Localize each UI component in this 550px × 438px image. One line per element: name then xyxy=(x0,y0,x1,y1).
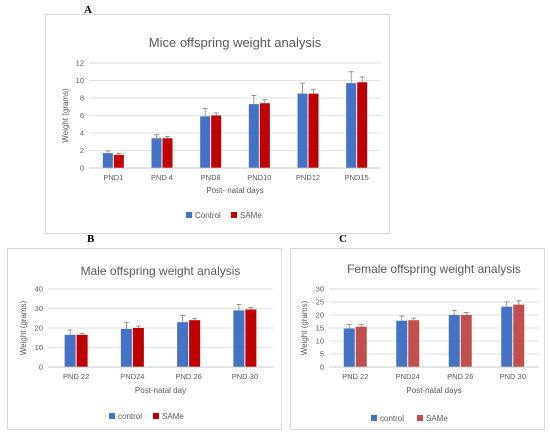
bar-control xyxy=(396,320,408,367)
bar-control xyxy=(248,104,259,168)
y-axis-label: Weight (grams) xyxy=(19,300,28,355)
chart-c-frame: Female offspring weight analysis 0 5 10 15 20… xyxy=(290,248,545,430)
panel-letter-c: C xyxy=(339,233,347,245)
panel-letter-b: B xyxy=(87,233,95,245)
x-tick-label: PND10 xyxy=(247,173,271,182)
y-tick-label: 30 xyxy=(316,285,324,294)
x-tick-label: PND 22 xyxy=(342,372,368,381)
chart-title: Female offspring weight analysis xyxy=(347,262,521,276)
y-tick-label: 6 xyxy=(80,111,84,120)
bar-same xyxy=(162,138,173,168)
y-axis-label: Weight (grams) xyxy=(300,300,309,355)
x-tick-label: PND1 xyxy=(103,173,123,182)
y-tick-label: 10 xyxy=(316,337,324,346)
bar-same xyxy=(211,115,222,168)
y-tick-label: 4 xyxy=(80,129,84,138)
legend-swatch xyxy=(186,212,192,218)
bar-same xyxy=(132,328,144,367)
y-tick-label: 2 xyxy=(80,146,84,155)
bar-control xyxy=(102,153,113,168)
bar-same xyxy=(245,309,257,367)
panel-letter-a: A xyxy=(84,4,92,16)
x-tick-label: PND24 xyxy=(120,372,144,381)
chart-a-frame: Mice offspring weight analysis 0 2 4 6 8 10 12 W… xyxy=(45,14,390,234)
x-tick-label: PND 26 xyxy=(447,372,473,381)
bar-control xyxy=(297,93,308,168)
bar-control xyxy=(64,334,76,367)
x-tick-label: PND 30 xyxy=(232,372,258,381)
y-tick-label: 5 xyxy=(320,350,324,359)
chart-b-frame: Male offspring weight analysis 0 10 20 30 40 W… xyxy=(7,248,282,430)
bar-same xyxy=(408,320,420,367)
bar-control xyxy=(120,328,132,367)
legend-label: control xyxy=(118,412,142,421)
bar-control xyxy=(501,306,513,367)
x-axis-label: Post- natal days xyxy=(206,186,263,195)
x-tick-label: PND 22 xyxy=(63,372,89,381)
bar-same xyxy=(355,326,367,367)
x-tick-label: PND 4 xyxy=(151,173,173,182)
x-axis-label: Post-natal day xyxy=(135,386,186,395)
y-tick-label: 25 xyxy=(316,298,324,307)
y-tick-label: 0 xyxy=(320,363,324,372)
bar-same xyxy=(460,315,472,367)
y-tick-label: 12 xyxy=(76,59,84,68)
bar-control xyxy=(151,138,162,168)
x-tick-label: PND12 xyxy=(296,173,320,182)
y-tick-label: 20 xyxy=(316,311,324,320)
y-tick-label: 0 xyxy=(80,164,84,173)
chart-a: Mice offspring weight analysis 0 2 4 6 8 10 12 W… xyxy=(61,35,381,220)
bar-control xyxy=(200,116,211,168)
bar-control xyxy=(233,310,245,367)
legend-swatch xyxy=(109,413,115,419)
y-tick-label: 10 xyxy=(76,76,84,85)
legend-swatch xyxy=(371,415,377,421)
x-tick-label: PND15 xyxy=(345,173,369,182)
bar-same xyxy=(513,304,525,367)
bar-control xyxy=(177,322,189,367)
chart-title: Male offspring weight analysis xyxy=(81,264,241,278)
legend-label: control xyxy=(380,414,404,423)
y-tick-label: 20 xyxy=(35,324,43,333)
bar-same xyxy=(259,103,270,168)
y-tick-label: 8 xyxy=(80,94,84,103)
legend-label: SAMe xyxy=(162,412,184,421)
chart-b: Male offspring weight analysis 0 10 20 30 40 W… xyxy=(19,264,273,421)
x-tick-label: PND24 xyxy=(396,372,420,381)
bar-same xyxy=(113,154,124,168)
chart-title: Mice offspring weight analysis xyxy=(149,35,322,50)
x-axis-label: Post-natal days xyxy=(406,386,461,395)
bar-control xyxy=(346,83,357,168)
bar-same xyxy=(189,320,201,367)
bar-control xyxy=(343,328,355,367)
chart-c: Female offspring weight analysis 0 5 10 15 20… xyxy=(300,262,539,423)
bar-control xyxy=(448,315,460,367)
legend-swatch xyxy=(153,413,159,419)
legend-swatch xyxy=(417,415,423,421)
x-tick-label: PND 30 xyxy=(500,372,526,381)
x-tick-label: PND 26 xyxy=(175,372,201,381)
y-tick-label: 15 xyxy=(316,324,324,333)
y-axis-label: Weight (grams) xyxy=(61,88,70,143)
y-tick-label: 0 xyxy=(39,363,43,372)
x-tick-label: PND8 xyxy=(201,173,221,182)
legend-swatch xyxy=(231,212,237,218)
legend-label: SAMe xyxy=(426,414,448,423)
y-tick-label: 30 xyxy=(35,304,43,313)
y-tick-label: 10 xyxy=(35,343,43,352)
bar-same xyxy=(357,82,368,168)
bar-same xyxy=(76,334,88,367)
legend-label: SAMe xyxy=(240,211,262,220)
legend-label: Control xyxy=(195,211,221,220)
bar-same xyxy=(308,93,319,168)
y-tick-label: 40 xyxy=(35,285,43,294)
